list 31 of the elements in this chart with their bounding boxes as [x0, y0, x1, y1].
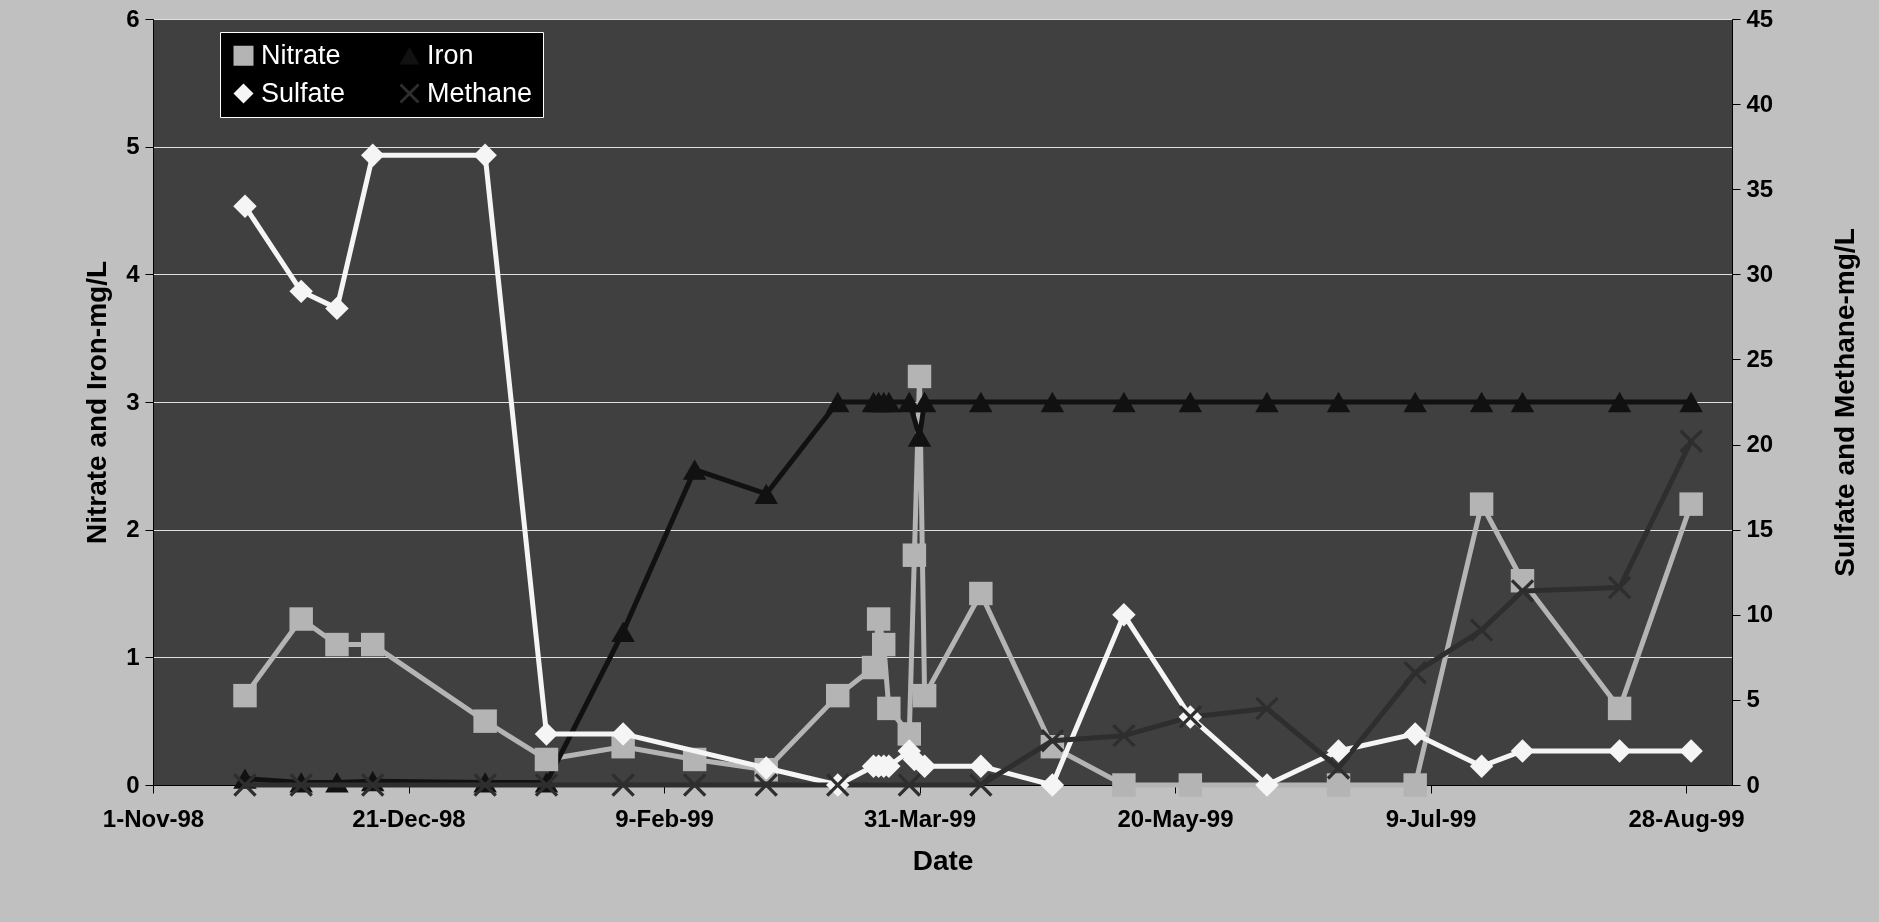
- x-axis-title: Date: [912, 844, 974, 876]
- legend-label: Nitrate: [261, 39, 341, 70]
- y-tick-label: 3: [126, 387, 140, 415]
- x-tick-label: 9-Jul-99: [1385, 804, 1477, 832]
- x-tick-label: 9-Feb-99: [615, 804, 714, 832]
- y2-tick-label: 45: [1746, 4, 1774, 32]
- legend-label: Sulfate: [261, 77, 346, 108]
- x-tick-label: 20-May-99: [1117, 804, 1234, 832]
- x-tick-label: 28-Aug-99: [1628, 804, 1745, 832]
- legend-label: Iron: [427, 39, 474, 70]
- y-tick-label: 6: [126, 4, 140, 32]
- y-tick-label: 4: [126, 259, 141, 287]
- x-tick-label: 31-Mar-99: [863, 804, 977, 832]
- y-tick-label: 0: [126, 770, 140, 798]
- x-tick-label: 21-Dec-98: [352, 804, 466, 832]
- y-tick-label: 1: [126, 642, 140, 670]
- y2-tick-label: 20: [1746, 430, 1774, 458]
- y-tick-label: 5: [126, 132, 140, 160]
- y2-tick-label: 30: [1746, 259, 1774, 287]
- legend-label: Methane: [427, 77, 533, 108]
- y2-tick-label: 10: [1746, 600, 1774, 628]
- x-tick-label: 1-Nov-98: [102, 804, 205, 832]
- y2-tick-label: 5: [1746, 685, 1760, 713]
- y-tick-label: 2: [126, 515, 140, 543]
- y2-tick-label: 15: [1746, 515, 1774, 543]
- y2-tick-label: 0: [1746, 770, 1760, 798]
- y2-tick-label: 35: [1746, 174, 1774, 202]
- y2-tick-label: 40: [1746, 89, 1774, 117]
- y-axis-title: Nitrate and Iron-mg/L: [81, 260, 113, 545]
- y2-axis-title: Sulfate and Methane-mg/L: [1828, 228, 1860, 577]
- y2-tick-label: 25: [1746, 344, 1774, 372]
